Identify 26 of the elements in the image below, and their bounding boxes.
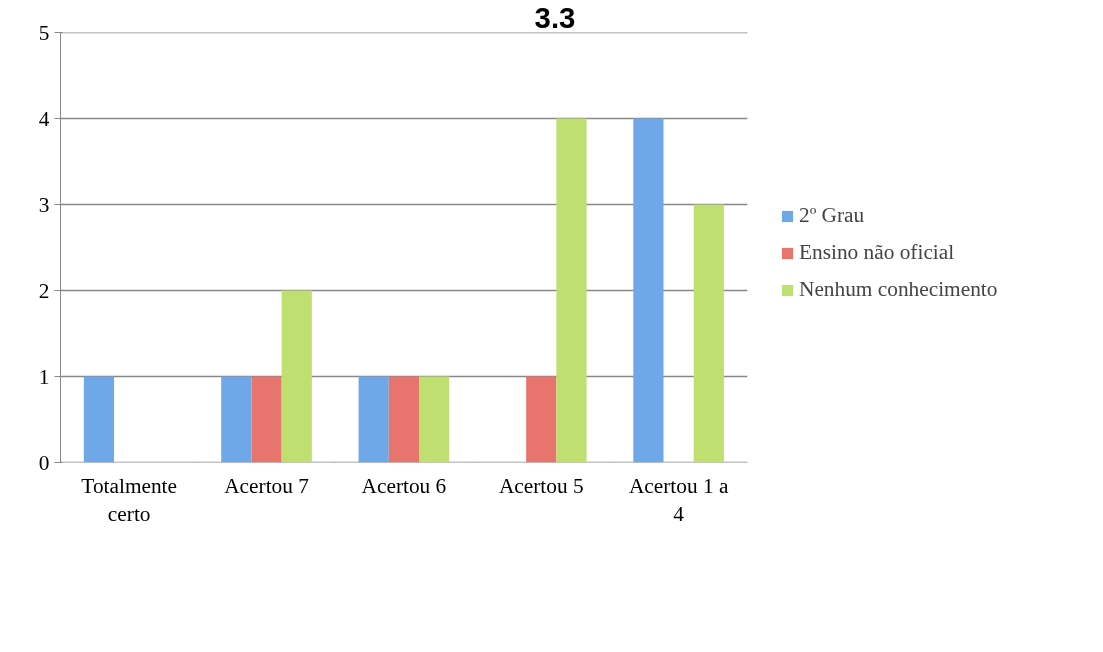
x-tick-label: Acertou 7 — [224, 473, 310, 498]
y-tick-label: 4 — [38, 106, 50, 131]
legend-label: Ensino não oficial — [799, 240, 955, 265]
bar — [556, 118, 587, 463]
y-tick-label: 3 — [38, 192, 50, 217]
y-tick-label: 0 — [38, 450, 50, 475]
bar — [419, 376, 450, 463]
y-tick-label: 2 — [38, 278, 50, 303]
bar — [358, 376, 389, 463]
x-tick-label: Acertou 5 — [498, 473, 584, 498]
legend-label: Nenhum conhecimento — [799, 277, 998, 302]
bar — [221, 376, 252, 463]
x-tick-label: Totalmente certo — [81, 473, 177, 527]
legend-label: 2º Grau — [799, 203, 865, 228]
bar — [633, 118, 664, 463]
y-tick-label: 5 — [38, 20, 50, 45]
bar — [693, 204, 724, 463]
x-tick-label: Acertou 6 — [361, 473, 447, 498]
x-tick-label: Acertou 1 a 4 — [628, 473, 729, 527]
chart-title: 3.3 — [534, 0, 576, 34]
bar — [281, 290, 312, 463]
bar — [251, 376, 282, 463]
bar — [526, 376, 557, 463]
bar — [388, 376, 420, 463]
y-tick-label: 1 — [38, 364, 50, 389]
bar — [83, 376, 115, 463]
